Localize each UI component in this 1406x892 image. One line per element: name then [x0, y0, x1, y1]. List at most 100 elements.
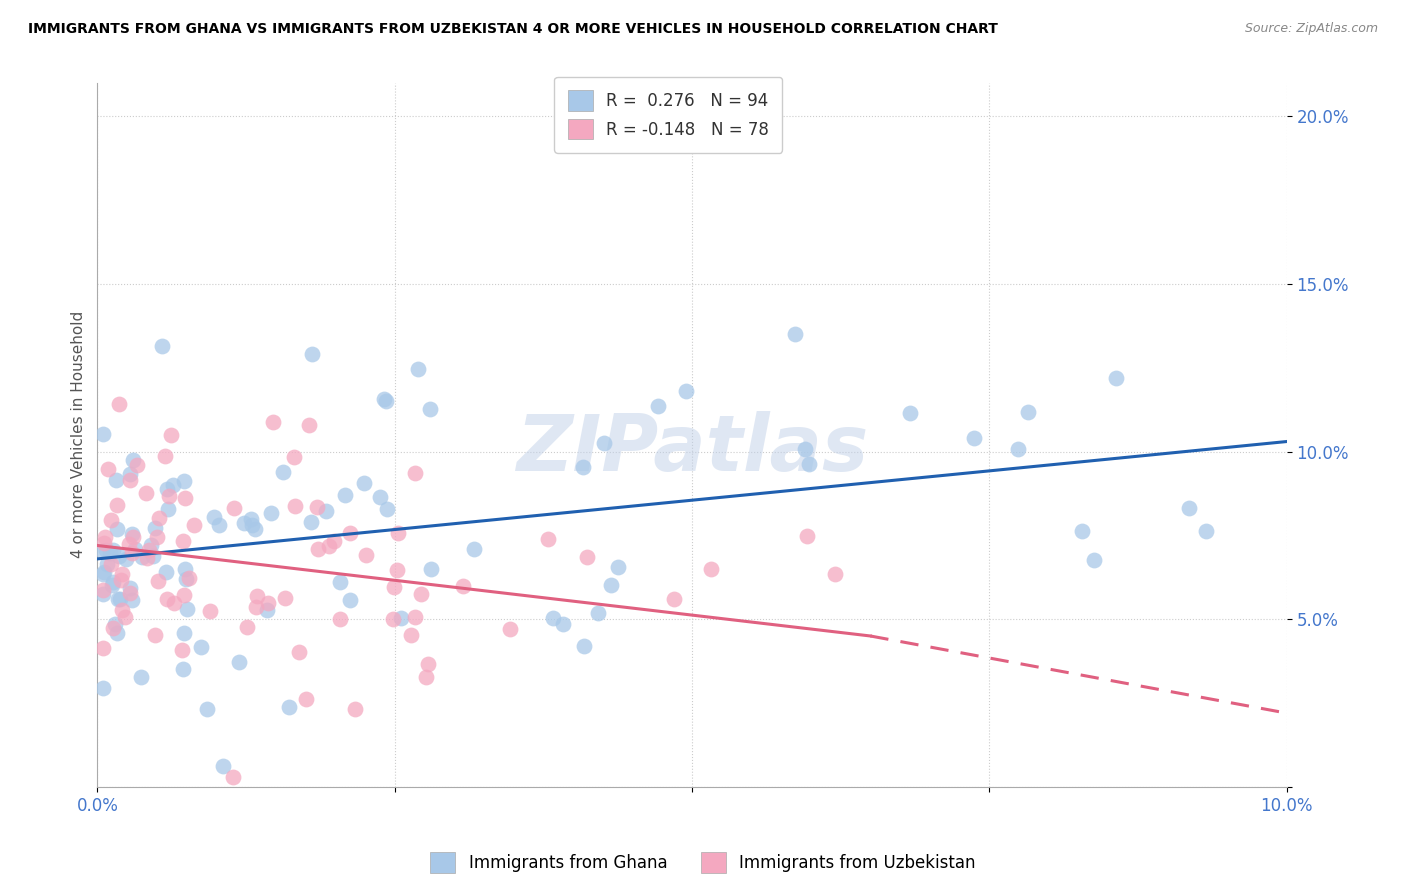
Point — [208, 518, 231, 533]
Point — [1007, 442, 1029, 456]
Point — [799, 457, 821, 471]
Point — [157, 501, 180, 516]
Point — [93, 565, 115, 579]
Point — [274, 591, 297, 605]
Point — [411, 587, 433, 601]
Point — [156, 482, 179, 496]
Point — [794, 442, 817, 457]
Point — [451, 579, 474, 593]
Point — [200, 604, 222, 618]
Point — [962, 431, 984, 445]
Point — [103, 575, 125, 590]
Point — [301, 347, 323, 361]
Point — [100, 513, 122, 527]
Legend: R =  0.276   N = 94, R = -0.148   N = 78: R = 0.276 N = 94, R = -0.148 N = 78 — [554, 77, 782, 153]
Point — [124, 542, 146, 557]
Point — [824, 567, 846, 582]
Point — [572, 460, 595, 475]
Point — [131, 550, 153, 565]
Text: ZIPatlas: ZIPatlas — [516, 411, 868, 487]
Point — [576, 549, 599, 564]
Point — [1195, 524, 1218, 538]
Point — [224, 501, 246, 516]
Point — [111, 603, 134, 617]
Point — [796, 529, 818, 543]
Point — [91, 427, 114, 442]
Point — [344, 702, 367, 716]
Point — [1105, 370, 1128, 384]
Point — [318, 539, 340, 553]
Point — [240, 512, 263, 526]
Point — [246, 589, 269, 603]
Point — [120, 585, 142, 599]
Point — [375, 502, 398, 516]
Point — [783, 326, 806, 341]
Point — [162, 478, 184, 492]
Point — [283, 450, 305, 464]
Point — [143, 521, 166, 535]
Point — [329, 575, 352, 590]
Point — [115, 552, 138, 566]
Point — [322, 534, 344, 549]
Point — [307, 541, 329, 556]
Point — [284, 500, 307, 514]
Point — [110, 573, 132, 587]
Point — [647, 400, 669, 414]
Point — [172, 662, 194, 676]
Point — [146, 574, 169, 589]
Point — [96, 557, 118, 571]
Point — [160, 428, 183, 442]
Point — [156, 592, 179, 607]
Point — [368, 490, 391, 504]
Point — [118, 537, 141, 551]
Point — [262, 415, 284, 429]
Point — [295, 691, 318, 706]
Point — [700, 562, 723, 576]
Point — [1083, 553, 1105, 567]
Point — [382, 612, 405, 626]
Point — [419, 401, 441, 416]
Point — [107, 549, 129, 564]
Point — [211, 759, 233, 773]
Point — [173, 475, 195, 489]
Point — [551, 616, 574, 631]
Point — [260, 506, 283, 520]
Point — [662, 592, 685, 607]
Point — [105, 473, 128, 487]
Point — [105, 523, 128, 537]
Point — [415, 670, 437, 684]
Point — [172, 534, 194, 549]
Point — [114, 610, 136, 624]
Point — [675, 384, 697, 399]
Point — [586, 606, 609, 620]
Point — [105, 498, 128, 512]
Point — [93, 536, 115, 550]
Point — [599, 578, 621, 592]
Point — [111, 566, 134, 581]
Point — [138, 543, 160, 558]
Point — [228, 656, 250, 670]
Point — [129, 670, 152, 684]
Point — [406, 362, 429, 376]
Point — [91, 582, 114, 597]
Point — [607, 560, 630, 574]
Point — [91, 681, 114, 696]
Point — [195, 702, 218, 716]
Point — [173, 562, 195, 576]
Point — [141, 538, 163, 552]
Point — [232, 516, 254, 530]
Point — [236, 620, 259, 634]
Point — [1071, 524, 1094, 538]
Point — [120, 582, 142, 596]
Point — [91, 640, 114, 655]
Point — [277, 699, 299, 714]
Legend: Immigrants from Ghana, Immigrants from Uzbekistan: Immigrants from Ghana, Immigrants from U… — [423, 846, 983, 880]
Point — [240, 517, 263, 532]
Point — [183, 517, 205, 532]
Point — [91, 543, 114, 558]
Point — [100, 557, 122, 571]
Point — [243, 522, 266, 536]
Point — [298, 418, 321, 433]
Point — [105, 626, 128, 640]
Point — [404, 466, 426, 480]
